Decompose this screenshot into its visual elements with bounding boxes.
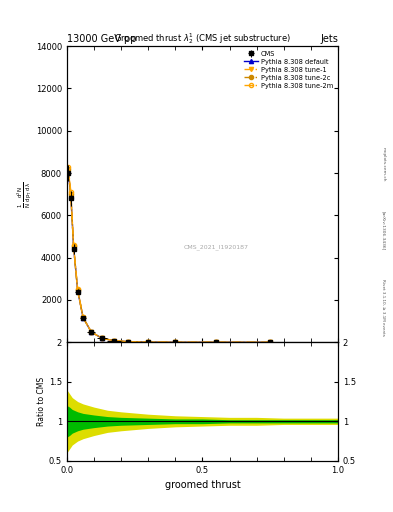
Pythia 8.308 default [100,335,105,342]
Pythia 8.308 default [146,339,151,345]
Text: mcplots.cern.ch: mcplots.cern.ch [381,146,385,181]
Pythia 8.308 tune-2c [146,339,151,345]
Text: 13000 GeV pp: 13000 GeV pp [67,33,136,44]
Pythia 8.308 tune-2c [75,287,80,293]
Text: [arXiv:1306.3436]: [arXiv:1306.3436] [381,211,385,250]
Pythia 8.308 tune-1 [66,169,70,175]
Pythia 8.308 tune-1 [173,339,178,345]
Pythia 8.308 tune-1 [68,194,73,200]
Pythia 8.308 tune-2m [146,339,151,345]
Legend: CMS, Pythia 8.308 default, Pythia 8.308 tune-1, Pythia 8.308 tune-2c, Pythia 8.3: CMS, Pythia 8.308 default, Pythia 8.308 … [241,48,336,92]
Pythia 8.308 tune-2m [81,314,85,320]
Pythia 8.308 default [68,193,73,199]
Pythia 8.308 tune-1 [125,338,130,345]
Pythia 8.308 tune-1 [112,337,117,344]
Pythia 8.308 tune-2m [89,329,94,335]
Pythia 8.308 tune-2c [71,243,76,249]
Pythia 8.308 default [112,337,117,344]
Pythia 8.308 tune-1 [146,339,151,345]
Y-axis label: Ratio to CMS: Ratio to CMS [37,377,46,426]
Line: Pythia 8.308 default: Pythia 8.308 default [66,169,272,345]
Pythia 8.308 default [125,338,130,345]
Pythia 8.308 tune-2m [100,335,105,342]
Pythia 8.308 tune-2m [66,164,70,170]
Line: Pythia 8.308 tune-2m: Pythia 8.308 tune-2m [66,164,272,345]
Pythia 8.308 tune-1 [71,244,76,250]
Pythia 8.308 tune-2c [68,191,73,197]
Pythia 8.308 tune-2c [214,339,219,346]
Pythia 8.308 tune-1 [100,335,105,342]
Pythia 8.308 tune-2m [214,339,219,346]
Pythia 8.308 tune-1 [75,288,80,294]
Pythia 8.308 tune-1 [268,339,273,346]
Pythia 8.308 tune-2c [173,339,178,345]
Pythia 8.308 tune-1 [89,329,94,335]
Text: CMS_2021_I1920187: CMS_2021_I1920187 [184,245,248,250]
Pythia 8.308 default [71,244,76,250]
Pythia 8.308 tune-2m [68,189,73,195]
Pythia 8.308 default [89,329,94,335]
Pythia 8.308 tune-2m [75,286,80,292]
Pythia 8.308 tune-2c [100,335,105,342]
Pythia 8.308 tune-2m [125,338,130,345]
Pythia 8.308 tune-2c [66,166,70,172]
Pythia 8.308 default [75,287,80,293]
Pythia 8.308 tune-1 [81,315,85,321]
Pythia 8.308 tune-2c [81,314,85,321]
Y-axis label: $\mathrm{\frac{1}{N}}\,\mathrm{\frac{d^2N}{d\,p_T\,d\,\lambda}}$: $\mathrm{\frac{1}{N}}\,\mathrm{\frac{d^2… [15,181,33,207]
Line: Pythia 8.308 tune-1: Pythia 8.308 tune-1 [66,170,272,345]
Pythia 8.308 tune-2m [71,242,76,248]
X-axis label: groomed thrust: groomed thrust [165,480,240,490]
Text: Jets: Jets [320,33,338,44]
Text: Rivet 3.1.10, ≥ 3.1M events: Rivet 3.1.10, ≥ 3.1M events [381,279,385,336]
Pythia 8.308 default [214,339,219,346]
Pythia 8.308 tune-2m [268,339,273,346]
Pythia 8.308 tune-2m [112,337,117,344]
Pythia 8.308 tune-1 [214,339,219,346]
Pythia 8.308 tune-2c [89,329,94,335]
Pythia 8.308 tune-2c [112,337,117,344]
Pythia 8.308 default [81,314,85,321]
Pythia 8.308 tune-2c [125,338,130,345]
Pythia 8.308 tune-2c [268,339,273,346]
Title: Groomed thrust $\lambda_2^1$ (CMS jet substructure): Groomed thrust $\lambda_2^1$ (CMS jet su… [114,31,291,46]
Pythia 8.308 default [173,339,178,345]
Pythia 8.308 default [268,339,273,346]
Pythia 8.308 tune-2m [173,339,178,345]
Pythia 8.308 default [66,168,70,174]
Line: Pythia 8.308 tune-2c: Pythia 8.308 tune-2c [66,167,272,345]
